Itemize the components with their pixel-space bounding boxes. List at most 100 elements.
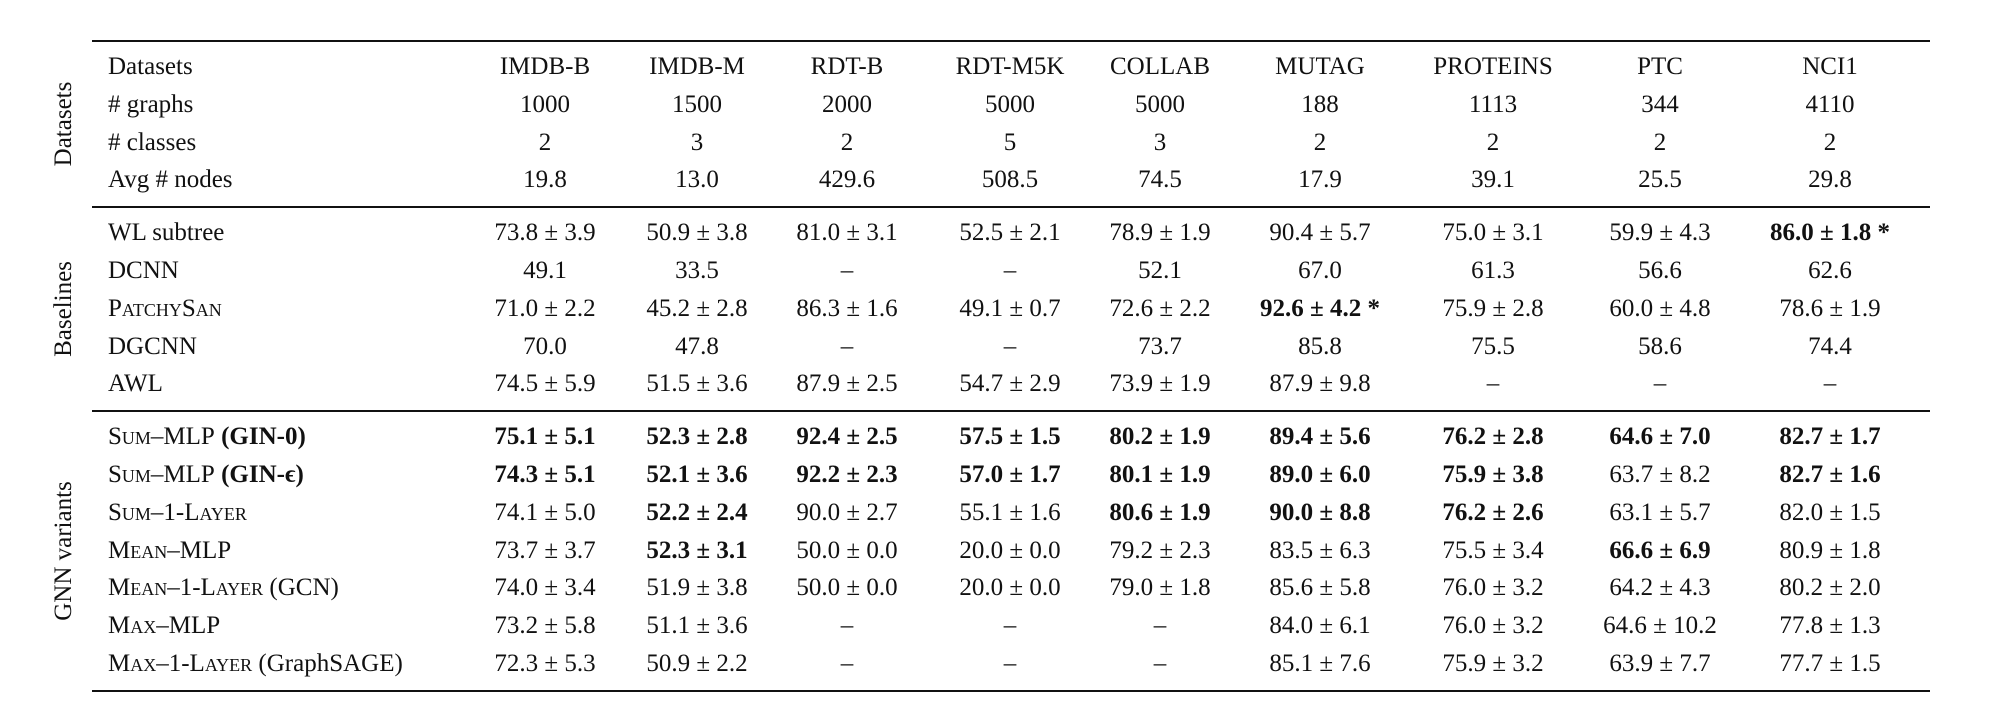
table-cell: 73.9 ± 1.9	[1109, 370, 1211, 398]
table-cell: 5000	[1135, 90, 1185, 118]
table-cell: RDT-M5K	[955, 53, 1065, 80]
table-cell: –	[1003, 332, 1017, 360]
table-cell: 81.0 ± 3.1	[796, 219, 898, 247]
table-cell: 2	[1823, 128, 1837, 156]
table-cell: 76.0 ± 3.2	[1442, 574, 1544, 602]
table-cell: 87.9 ± 9.8	[1269, 370, 1371, 398]
table-cell: 74.1 ± 5.0	[494, 498, 596, 526]
table-cell: 60.0 ± 4.8	[1609, 294, 1711, 322]
table-cell: 66.6 ± 6.9	[1609, 536, 1711, 564]
row-name: AWL	[108, 370, 163, 398]
table-cell: 79.0 ± 1.8	[1109, 574, 1211, 602]
row-name: Mean–1-Layer	[108, 574, 264, 602]
table-cell: 64.6 ± 10.2	[1603, 612, 1717, 640]
table-cell: 80.9 ± 1.8	[1779, 536, 1881, 564]
table-cell: 73.7 ± 3.7	[494, 536, 596, 564]
table-cell: 3	[690, 128, 704, 156]
row-label: Mean–MLP	[108, 532, 231, 570]
table-cell: 78.9 ± 1.9	[1109, 219, 1211, 247]
row-name: Max–MLP	[108, 612, 221, 640]
table-cell: 79.2 ± 2.3	[1109, 536, 1211, 564]
table-cell: 429.6	[818, 166, 876, 194]
table-cell: 75.5	[1471, 332, 1515, 360]
table-cell: 77.8 ± 1.3	[1779, 612, 1881, 640]
row-note: (GIN-ϵ)	[221, 461, 304, 488]
table-cell: 20.0 ± 0.0	[959, 536, 1061, 564]
table-cell: 55.1 ± 1.6	[959, 498, 1061, 526]
table-cell: 75.9 ± 3.2	[1442, 650, 1544, 677]
table-cell: 75.1 ± 5.1	[494, 423, 596, 451]
table-cell: 64.2 ± 4.3	[1609, 574, 1711, 602]
table-cell: 92.4 ± 2.5	[796, 423, 898, 451]
table-cell: 73.8 ± 3.9	[494, 219, 596, 247]
table-cell: 50.0 ± 0.0	[796, 536, 898, 564]
section-rule	[92, 206, 1930, 208]
table-cell: –	[1153, 612, 1167, 640]
table-cell: 2	[840, 128, 854, 156]
table-cell: NCI1	[1802, 53, 1858, 80]
table-cell: 77.7 ± 1.5	[1779, 650, 1881, 677]
table-cell: 51.5 ± 3.6	[646, 370, 748, 398]
row-label: WL subtree	[108, 214, 224, 252]
table-cell: 80.2 ± 1.9	[1109, 423, 1211, 451]
table-cell: 74.5 ± 5.9	[494, 370, 596, 398]
table-cell: 72.6 ± 2.2	[1109, 294, 1211, 322]
table-cell: 80.2 ± 2.0	[1779, 574, 1881, 602]
table-cell: 82.0 ± 1.5	[1779, 498, 1881, 526]
table-cell: 54.7 ± 2.9	[959, 370, 1061, 398]
table-cell: –	[1153, 650, 1167, 677]
section-title: GNN variants	[50, 480, 77, 621]
table-cell: 74.3 ± 5.1	[494, 461, 596, 488]
row-label: DCNN	[108, 252, 179, 290]
table-cell: –	[840, 332, 854, 360]
table-cell: 1000	[520, 90, 570, 118]
row-label: Datasets	[108, 48, 193, 86]
table-cell: 85.1 ± 7.6	[1269, 650, 1371, 677]
table-cell: 39.1	[1471, 166, 1515, 194]
table-cell: 92.6 ± 4.2 *	[1260, 294, 1380, 322]
table-cell: 50.9 ± 2.2	[646, 650, 748, 677]
row-name: Avg # nodes	[108, 166, 233, 194]
table-cell: 47.8	[675, 332, 719, 360]
table-cell: 13.0	[675, 166, 719, 194]
table-cell: 49.1	[523, 257, 567, 284]
table-cell: MUTAG	[1275, 53, 1365, 80]
table-cell: 25.5	[1638, 166, 1682, 194]
table-cell: –	[1003, 612, 1017, 640]
table-cell: 84.0 ± 6.1	[1269, 612, 1371, 640]
table-cell: RDT-B	[810, 53, 884, 80]
table-cell: 75.0 ± 3.1	[1442, 219, 1544, 247]
row-label: # graphs	[108, 86, 193, 124]
section-rule	[92, 410, 1930, 412]
table-cell: 3	[1153, 128, 1167, 156]
table-cell: 76.0 ± 3.2	[1442, 612, 1544, 640]
row-label: Max–MLP	[108, 607, 220, 645]
table-cell: 75.9 ± 3.8	[1442, 461, 1544, 488]
table-cell: 56.6	[1638, 257, 1682, 284]
table-cell: 5	[1003, 128, 1017, 156]
table-cell: 89.4 ± 5.6	[1269, 423, 1371, 451]
table-cell: 52.1 ± 3.6	[646, 461, 748, 488]
table-cell: 75.5 ± 3.4	[1442, 536, 1544, 564]
row-label: Avg # nodes	[108, 161, 233, 199]
table-cell: 49.1 ± 0.7	[959, 294, 1061, 322]
table-cell: 19.8	[523, 166, 567, 194]
table-cell: 85.6 ± 5.8	[1269, 574, 1371, 602]
row-label: Sum–MLP (GIN-ϵ)	[108, 456, 304, 494]
row-name: Sum–MLP	[108, 461, 215, 488]
table-cell: –	[1486, 370, 1500, 398]
table-cell: 67.0	[1298, 257, 1342, 284]
row-name: # classes	[108, 128, 197, 156]
table-cell: 90.0 ± 2.7	[796, 498, 898, 526]
section-title: Datasets	[50, 81, 77, 166]
table-cell: 86.3 ± 1.6	[796, 294, 898, 322]
table-cell: 1113	[1468, 90, 1518, 118]
table-cell: 2	[538, 128, 552, 156]
table-cell: 17.9	[1298, 166, 1342, 194]
table-cell: –	[840, 612, 854, 640]
table-cell: 76.2 ± 2.6	[1442, 498, 1544, 526]
row-label: Sum–1-Layer	[108, 494, 247, 532]
table-cell: 72.3 ± 5.3	[494, 650, 596, 677]
row-name: Sum–MLP	[108, 423, 215, 451]
table-cell: 80.6 ± 1.9	[1109, 498, 1211, 526]
